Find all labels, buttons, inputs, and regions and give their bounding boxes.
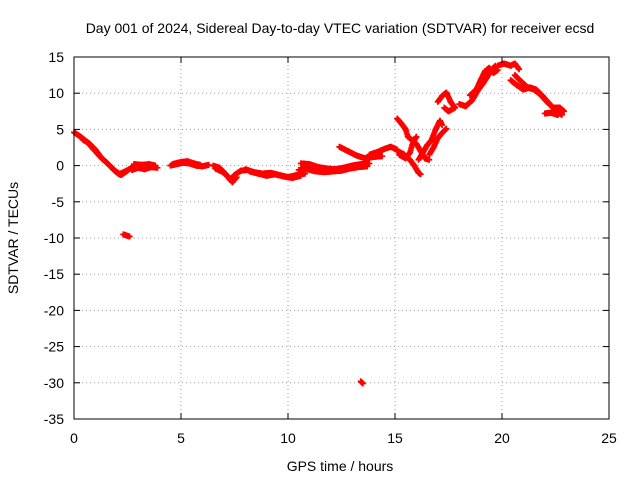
y-tick-label: -10 — [44, 230, 64, 246]
data-point — [233, 174, 240, 181]
data-point — [297, 172, 304, 179]
data-point — [379, 153, 386, 160]
data-point — [417, 171, 424, 178]
x-tick-label: 25 — [601, 430, 617, 446]
y-tick-label: -5 — [52, 194, 65, 210]
x-tick-label: 5 — [177, 430, 185, 446]
x-tick-labels: 0 5 10 15 20 25 — [70, 430, 617, 446]
data-point — [443, 125, 450, 132]
x-tick-label: 20 — [494, 430, 510, 446]
y-tick-label: 10 — [48, 85, 64, 101]
data-point — [413, 133, 420, 140]
data-point — [558, 107, 565, 114]
x-tick-label: 0 — [70, 430, 78, 446]
data-point — [359, 380, 366, 387]
grid — [74, 57, 609, 419]
y-tick-label: -20 — [44, 302, 64, 318]
data-point — [516, 66, 523, 73]
data-point — [152, 162, 159, 169]
data-point — [126, 233, 133, 240]
data-point — [197, 161, 204, 168]
data-point — [366, 160, 373, 167]
y-tick-label: -15 — [44, 266, 64, 282]
y-axis-label: SDTVAR / TECUs — [5, 182, 21, 294]
y-tick-labels: 15 10 5 0 -5 -10 -15 -20 -25 -30 -35 — [44, 49, 64, 427]
x-tick-label: 10 — [280, 430, 296, 446]
data-point — [439, 122, 446, 129]
chart-title: Day 001 of 2024, Sidereal Day-to-day VTE… — [86, 20, 595, 36]
axis-ticks — [73, 56, 610, 420]
x-tick-label: 15 — [387, 430, 403, 446]
y-tick-label: 15 — [48, 49, 64, 65]
data-point — [426, 156, 433, 163]
y-tick-label: -30 — [44, 375, 64, 391]
y-tick-label: -35 — [44, 411, 64, 427]
y-tick-label: 5 — [56, 121, 64, 137]
y-tick-label: -25 — [44, 339, 64, 355]
y-tick-label: 0 — [56, 158, 64, 174]
data-points — [71, 60, 568, 387]
data-point — [441, 104, 448, 111]
x-axis-label: GPS time / hours — [287, 458, 394, 474]
